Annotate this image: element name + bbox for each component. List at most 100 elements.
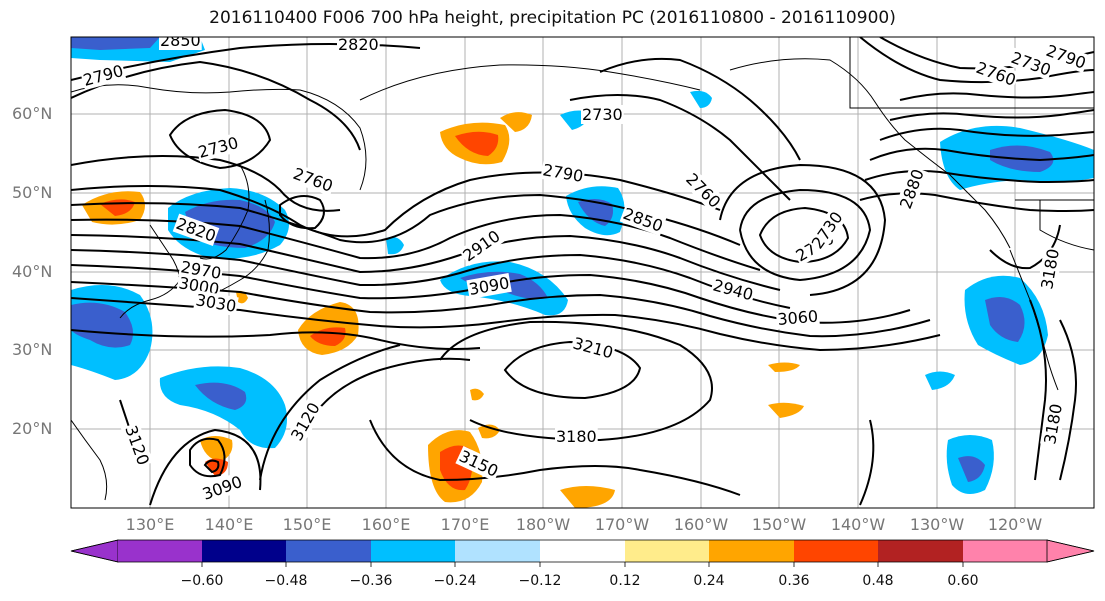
negative-anomaly-patch [925, 371, 955, 390]
contour-label-halo [198, 471, 246, 505]
map-frame [70, 36, 1095, 509]
contour-label-halo [80, 60, 127, 91]
colorbar-label: 0.24 [693, 573, 725, 589]
positive-anomaly-patch [236, 290, 248, 304]
colorbar-label: −0.60 [180, 573, 224, 589]
negative-anomaly-patch [386, 236, 404, 255]
lon-label: 160°E [361, 515, 411, 534]
contour-label-halo [1007, 47, 1055, 81]
colorbar-bin [963, 540, 1047, 562]
contour-label-halo [807, 207, 848, 254]
lon-label: 150°E [282, 515, 332, 534]
contour-label: 3060 [777, 307, 819, 329]
positive-anomaly-patch [500, 112, 532, 132]
contour-label-halo [455, 445, 503, 482]
contour-label-halo [1037, 246, 1064, 292]
lat-label: 40°N [12, 262, 53, 281]
contour-label-halo [1042, 40, 1090, 74]
coastlines [71, 37, 1094, 501]
lon-label: 170°E [440, 515, 490, 534]
colorbar-bin [286, 540, 371, 562]
contour-label-halo [458, 225, 505, 266]
negative-anomaly-patch [71, 37, 160, 50]
colorbar-label: 0.60 [947, 573, 979, 589]
positive-anomaly-patch [768, 402, 804, 418]
colorbar-label: 0.48 [862, 573, 894, 589]
negative-anomaly-patch [195, 382, 247, 410]
map-plot-area: 2850 2820 2790 2730 2730 2760 2820 2970 … [71, 31, 1094, 508]
contour-label-halo [172, 213, 220, 247]
colorbar-extend-high [1046, 539, 1095, 563]
colorbar-label: −0.48 [264, 573, 308, 589]
lon-label: 160°W [673, 515, 729, 534]
colorbar [70, 539, 1095, 567]
positive-anomaly-patch [560, 486, 615, 508]
colorbar-bin [878, 540, 963, 562]
height-contours [71, 37, 1094, 506]
contour-label-halo [569, 333, 617, 363]
contour-label: 3180 [556, 427, 597, 446]
positive-anomaly-patch [455, 131, 499, 156]
negative-anomaly-patch [159, 366, 288, 449]
lon-label: 180°W [515, 515, 571, 534]
contour-label-halo [159, 37, 202, 50]
lat-label: 30°N [12, 340, 53, 359]
colorbar-extend-low [70, 539, 119, 563]
colorbar-label: −0.24 [433, 573, 477, 589]
positive-anomaly-patch [478, 424, 500, 439]
contour-label-halo [895, 165, 929, 213]
negative-anomaly-patch [578, 198, 614, 226]
lon-label: 150°W [751, 515, 807, 534]
colorbar-bin [625, 540, 709, 562]
lat-label: 50°N [12, 183, 53, 202]
lon-label: 120°W [987, 515, 1043, 534]
lat-label: 20°N [12, 419, 53, 438]
contour-label-halo [775, 306, 820, 330]
negative-anomaly-patch [71, 302, 134, 348]
positive-anomaly-patch [470, 388, 484, 401]
lon-label: 170°W [594, 515, 650, 534]
contour-label: 2850 [160, 31, 201, 50]
contour-label-halo [195, 132, 242, 163]
colorbar-bin [540, 540, 625, 562]
colorbar-bin [371, 540, 455, 562]
colorbar-label: −0.12 [518, 573, 562, 589]
colorbar-label: 0.36 [778, 573, 810, 589]
contour-label-halo [709, 275, 757, 305]
negative-anomaly-patch [958, 456, 985, 482]
contour-label-halo [193, 290, 239, 317]
contour-label-halo [1040, 401, 1067, 447]
contour-label: 2730 [582, 105, 623, 124]
contour-label-halo [555, 427, 598, 446]
lon-label: 140°E [204, 515, 254, 534]
colorbar-label: 0.12 [609, 573, 641, 589]
contour-label-halo [540, 160, 586, 187]
colorbar-bin [118, 540, 202, 562]
lat-label: 60°N [12, 104, 53, 123]
contour-label-halo [619, 203, 667, 237]
lon-label: 140°W [830, 515, 886, 534]
contour-label-halo [120, 421, 154, 469]
negative-anomaly-patch [690, 90, 712, 108]
colorbar-bin [202, 540, 286, 562]
negative-anomaly-patch [985, 296, 1025, 342]
colorbar-bin [455, 540, 540, 562]
lon-label: 130°E [125, 515, 175, 534]
colorbar-ticks [201, 562, 964, 567]
contour-label-halo [466, 272, 512, 300]
colorbar-bin [709, 540, 794, 562]
colorbar-bin [794, 540, 878, 562]
contour-label: 2820 [338, 35, 379, 54]
lon-label: 130°W [909, 515, 965, 534]
contour-label-halo [681, 168, 726, 213]
contour-label-halo [286, 398, 325, 445]
contour-label-halo [289, 163, 337, 197]
map-title: 2016110400 F006 700 hPa height, precipit… [209, 8, 896, 28]
contour-label-halo [972, 57, 1020, 91]
contour-label-halo [337, 37, 380, 54]
positive-anomaly-patch [768, 362, 800, 372]
colorbar-label: −0.36 [349, 573, 393, 589]
contour-label-halo [581, 105, 624, 124]
colorbar-outline [70, 539, 1095, 563]
